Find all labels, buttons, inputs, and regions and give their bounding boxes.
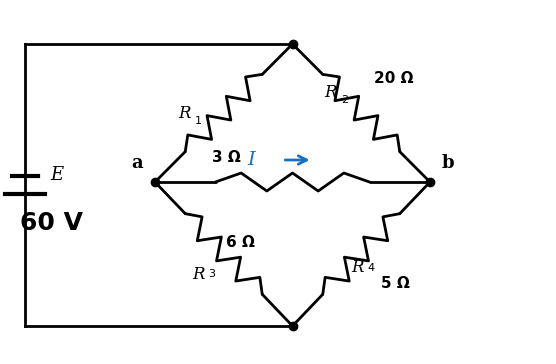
Text: R: R	[192, 266, 204, 283]
Text: 3 Ω: 3 Ω	[212, 150, 241, 165]
Text: E: E	[50, 166, 63, 184]
Text: 3: 3	[208, 269, 215, 279]
Text: R: R	[324, 84, 337, 101]
Text: 60 V: 60 V	[20, 211, 83, 235]
Text: 20 Ω: 20 Ω	[374, 71, 414, 86]
Text: I: I	[247, 151, 255, 169]
Text: 6 Ω: 6 Ω	[226, 235, 255, 250]
Text: 5 Ω: 5 Ω	[381, 276, 410, 291]
Text: 2: 2	[341, 95, 348, 105]
Text: R: R	[178, 105, 191, 122]
Text: b: b	[441, 154, 454, 172]
Text: a: a	[131, 154, 143, 172]
Text: R: R	[351, 259, 364, 276]
Text: 1: 1	[195, 116, 201, 126]
Text: 4: 4	[368, 263, 375, 273]
